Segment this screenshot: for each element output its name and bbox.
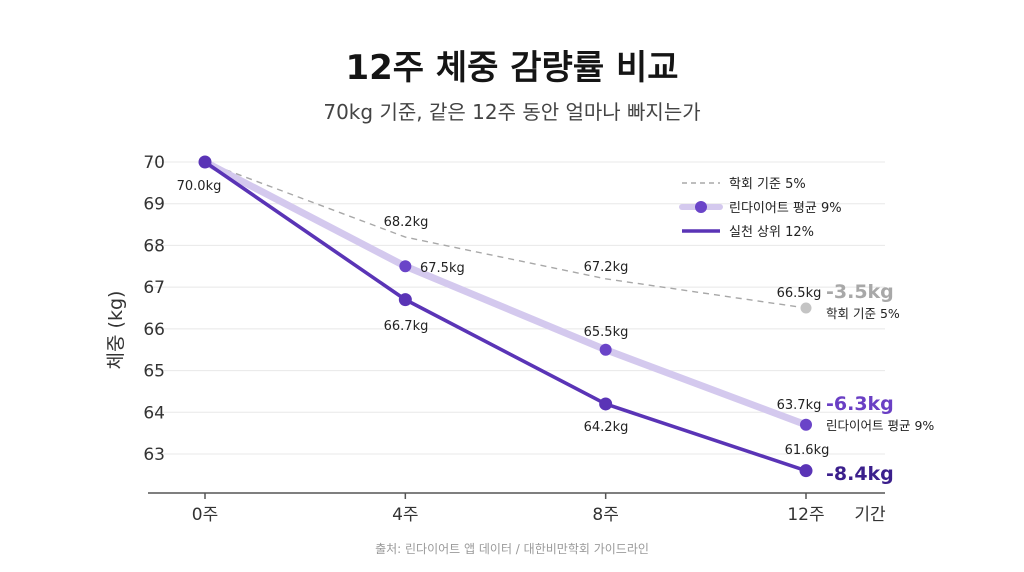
y-tick-label: 65 xyxy=(143,362,165,382)
source-note: 출처: 린다이어트 앱 데이터 / 대한비만학회 가이드라인 xyxy=(375,542,649,556)
series-point-baseline xyxy=(800,302,812,314)
y-tick-label: 63 xyxy=(143,445,165,465)
legend-label-average: 린다이어트 평균 9% xyxy=(729,201,842,216)
data-label: 63.7kg xyxy=(777,398,822,413)
legend-label-baseline: 학회 기준 5% xyxy=(729,177,806,192)
x-tick-label: 4주 xyxy=(392,505,418,525)
y-tick-label: 68 xyxy=(143,236,165,256)
series-point-average xyxy=(399,260,412,273)
series-line-average xyxy=(201,158,810,429)
x-tick-label: 0주 xyxy=(192,505,218,525)
y-tick-label: 64 xyxy=(143,403,165,423)
chart-title: 12주 체중 감량률 비교 xyxy=(345,48,679,88)
series-point-top xyxy=(799,464,813,478)
series-point-top xyxy=(198,155,212,169)
y-tick-label: 70 xyxy=(143,153,165,173)
series-point-average xyxy=(800,418,812,431)
x-tick-label: 8주 xyxy=(592,505,618,525)
legend-marker-average xyxy=(695,201,707,213)
y-axis-title: 체중 (kg) xyxy=(105,291,127,370)
y-tick-label: 66 xyxy=(143,320,165,340)
y-tick-label: 69 xyxy=(143,195,165,215)
x-axis-title: 기간 xyxy=(854,505,886,525)
data-label: 67.5kg xyxy=(420,261,465,276)
series-line-baseline xyxy=(204,161,807,309)
data-label: 65.5kg xyxy=(584,325,629,340)
delta-top: -8.4kg xyxy=(826,463,894,485)
data-label: 64.2kg xyxy=(584,420,629,435)
end-label-average: 린다이어트 평균 9% xyxy=(826,418,934,433)
x-tick-label: 12주 xyxy=(787,505,824,525)
chart-subtitle: 70kg 기준, 같은 12주 동안 얼마나 빠지는가 xyxy=(323,100,701,124)
data-label: 66.5kg xyxy=(777,286,822,301)
delta-baseline: -3.5kg xyxy=(826,281,894,303)
series-point-average xyxy=(599,343,612,356)
data-label: 67.2kg xyxy=(584,260,629,275)
series-point-top xyxy=(599,397,613,411)
delta-average: -6.3kg xyxy=(826,393,894,415)
series-point-top xyxy=(398,293,412,307)
data-label: 68.2kg xyxy=(384,215,429,230)
end-label-baseline: 학회 기준 5% xyxy=(826,306,900,321)
y-tick-label: 67 xyxy=(143,278,165,298)
data-label: 61.6kg xyxy=(785,443,830,458)
data-label: 66.7kg xyxy=(384,319,429,334)
series-line-top xyxy=(203,160,808,473)
legend-label-top: 실천 상위 12% xyxy=(729,225,814,240)
data-label: 70.0kg xyxy=(177,179,222,194)
